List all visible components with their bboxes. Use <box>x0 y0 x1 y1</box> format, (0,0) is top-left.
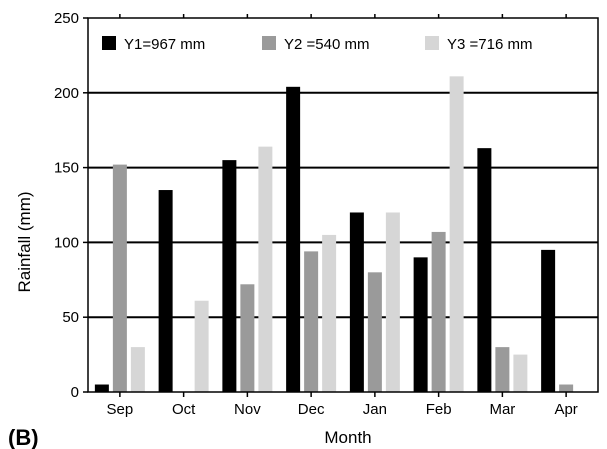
x-axis-title: Month <box>324 428 371 447</box>
panel-label: (B) <box>8 425 39 449</box>
bar-sep-1 <box>94 384 109 392</box>
legend-label: Y2 =540 mm <box>284 36 369 53</box>
bar-oct-1 <box>158 190 173 392</box>
bar-oct-3 <box>194 300 209 392</box>
axis-ticks: 0 50 100 150 200 250 Sep Oct Nov Dec Jan Feb Mar Apr <box>54 10 578 418</box>
bar-jan-3 <box>385 212 400 392</box>
bar-nov-3 <box>258 146 273 392</box>
x-tick-label: Apr <box>554 401 577 418</box>
plot-frame <box>87 17 599 393</box>
gridlines <box>88 91 598 319</box>
y-tick-label: 150 <box>54 160 79 177</box>
x-tick-label: Sep <box>107 401 134 418</box>
bar-nov-2 <box>240 284 255 392</box>
y-tick-label: 100 <box>54 234 79 251</box>
legend: Y1=967 mm Y2 =540 mm Y3 =716 mm <box>102 36 532 53</box>
bar-feb-1 <box>413 257 428 392</box>
bar-apr-2 <box>559 384 574 392</box>
x-tick-label: Feb <box>426 401 452 418</box>
bar-jan-1 <box>349 212 364 392</box>
x-tick-label: Oct <box>172 401 196 418</box>
bar-mar-1 <box>477 148 492 392</box>
x-tick-label: Mar <box>489 401 515 418</box>
bar-apr-1 <box>541 249 556 392</box>
y-tick-label: 200 <box>54 85 79 102</box>
y-tick-label: 50 <box>62 309 79 326</box>
bar-feb-2 <box>431 231 446 392</box>
x-tick-label: Dec <box>298 401 325 418</box>
bar-mar-3 <box>513 354 528 392</box>
x-tick-label: Jan <box>363 401 387 418</box>
legend-label: Y3 =716 mm <box>447 36 532 53</box>
bar-feb-3 <box>449 76 464 393</box>
legend-swatch <box>262 36 276 50</box>
legend-label: Y1=967 mm <box>124 36 205 53</box>
bar-nov-1 <box>222 160 237 392</box>
legend-swatch <box>102 36 116 50</box>
bar-sep-3 <box>130 347 145 392</box>
bar-jan-2 <box>367 272 382 392</box>
bar-sep-2 <box>112 164 127 392</box>
bar-mar-2 <box>495 347 510 392</box>
y-tick-label: 0 <box>71 384 79 401</box>
y-axis-title: Rainfall (mm) <box>15 191 34 292</box>
x-tick-label: Nov <box>234 401 261 418</box>
bar-dec-2 <box>304 251 319 392</box>
legend-swatch <box>425 36 439 50</box>
bar-dec-1 <box>286 86 301 392</box>
bars <box>94 76 574 393</box>
y-tick-label: 250 <box>54 10 79 27</box>
bar-dec-3 <box>322 234 337 392</box>
